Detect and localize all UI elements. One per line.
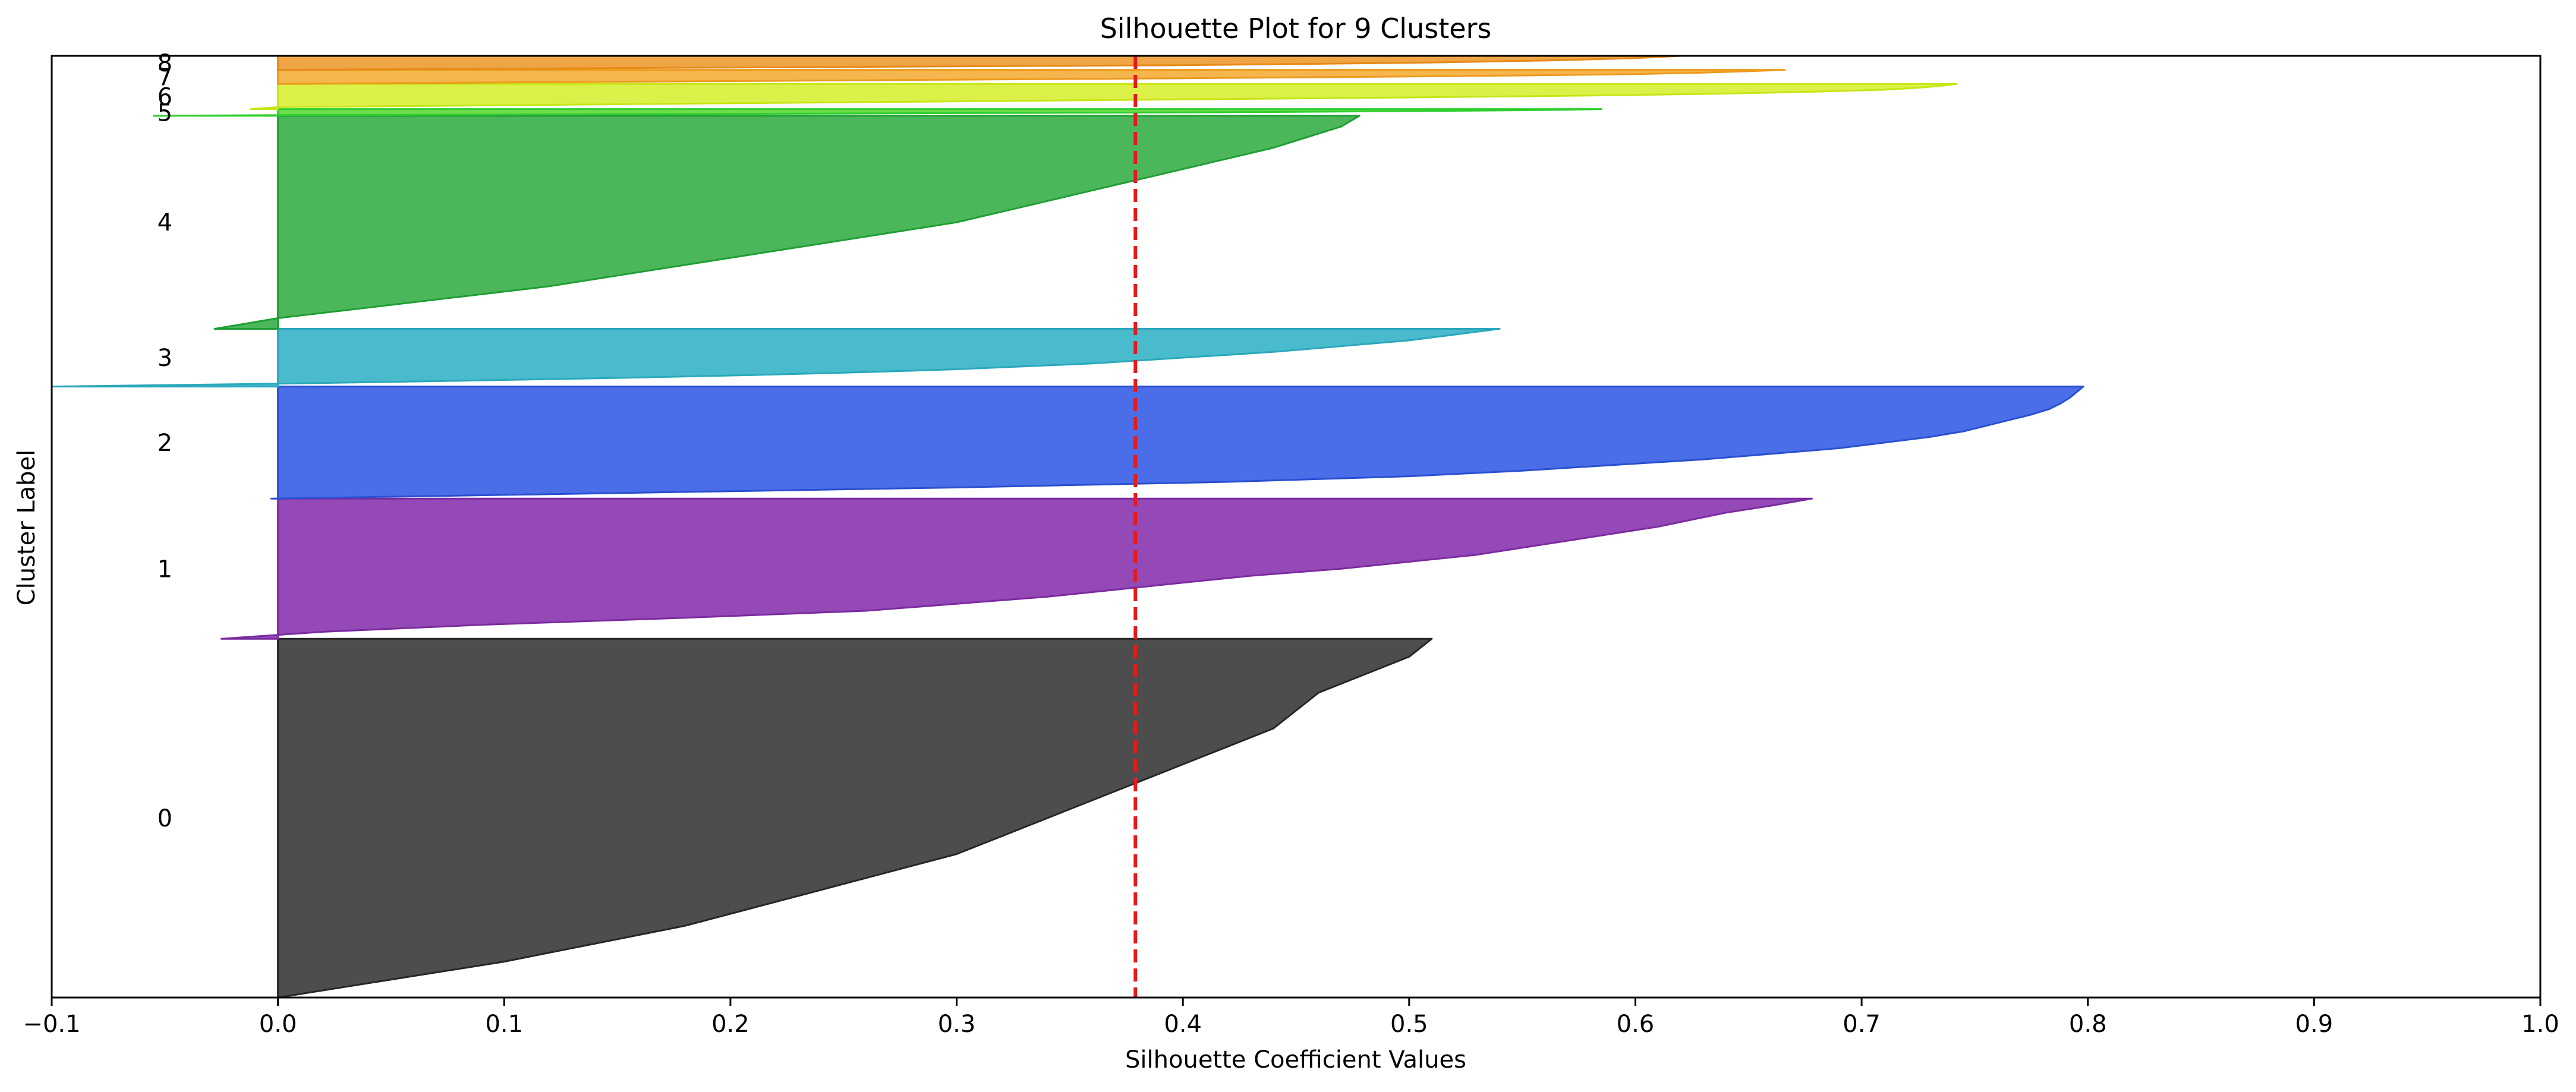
x-tick-label: 0.1	[485, 1011, 523, 1038]
x-tick-label: 0.5	[1390, 1011, 1428, 1038]
silhouette-cluster-1	[221, 497, 1813, 640]
x-ticks-layer: −0.1 0.0 0.1 0.2 0.3 0.4 0.5 0.6 0.7 0.8 0.9 1.0	[23, 998, 2559, 1038]
x-tick-label: 0.3	[938, 1011, 976, 1038]
x-tick-label: 0.2	[711, 1011, 750, 1038]
silhouette-cluster-4	[213, 115, 1361, 330]
x-tick-label: 0.7	[1843, 1011, 1881, 1038]
silhouette-cluster-0	[277, 637, 1433, 999]
plot-frame	[51, 55, 2542, 999]
x-tick-label: 0.4	[1164, 1011, 1202, 1038]
x-tick-label: 0.9	[2295, 1011, 2333, 1038]
silhouette-cluster-2	[270, 386, 2084, 500]
silhouette-cluster-7	[277, 69, 1786, 85]
cluster-label-2: 2	[158, 430, 172, 457]
x-tick-label: 0.0	[259, 1011, 297, 1038]
silhouette-cluster-6	[250, 83, 1958, 111]
cluster-label-8: 8	[158, 50, 172, 77]
clusters-layer	[51, 55, 2084, 999]
x-tick-label: 0.8	[2069, 1011, 2107, 1038]
y-axis-label: Cluster Label	[13, 450, 40, 606]
silhouette-cluster-3	[51, 328, 1501, 388]
x-axis-label: Silhouette Coefficient Values	[1125, 1046, 1466, 1074]
cluster-label-3: 3	[158, 345, 172, 372]
cluster-label-7: 7	[158, 64, 172, 91]
cluster-label-5: 5	[158, 99, 172, 127]
cluster-label-4: 4	[158, 209, 172, 236]
silhouette-cluster-5	[152, 108, 1602, 117]
x-tick-label: −0.1	[23, 1011, 80, 1038]
chart-title: Silhouette Plot for 9 Clusters	[1100, 12, 1492, 45]
x-tick-label: 1.0	[2521, 1011, 2559, 1038]
cluster-label-1: 1	[158, 556, 172, 583]
cluster-label-6: 6	[158, 83, 172, 111]
cluster-label-0: 0	[158, 805, 172, 832]
x-tick-label: 0.6	[1617, 1011, 1655, 1038]
